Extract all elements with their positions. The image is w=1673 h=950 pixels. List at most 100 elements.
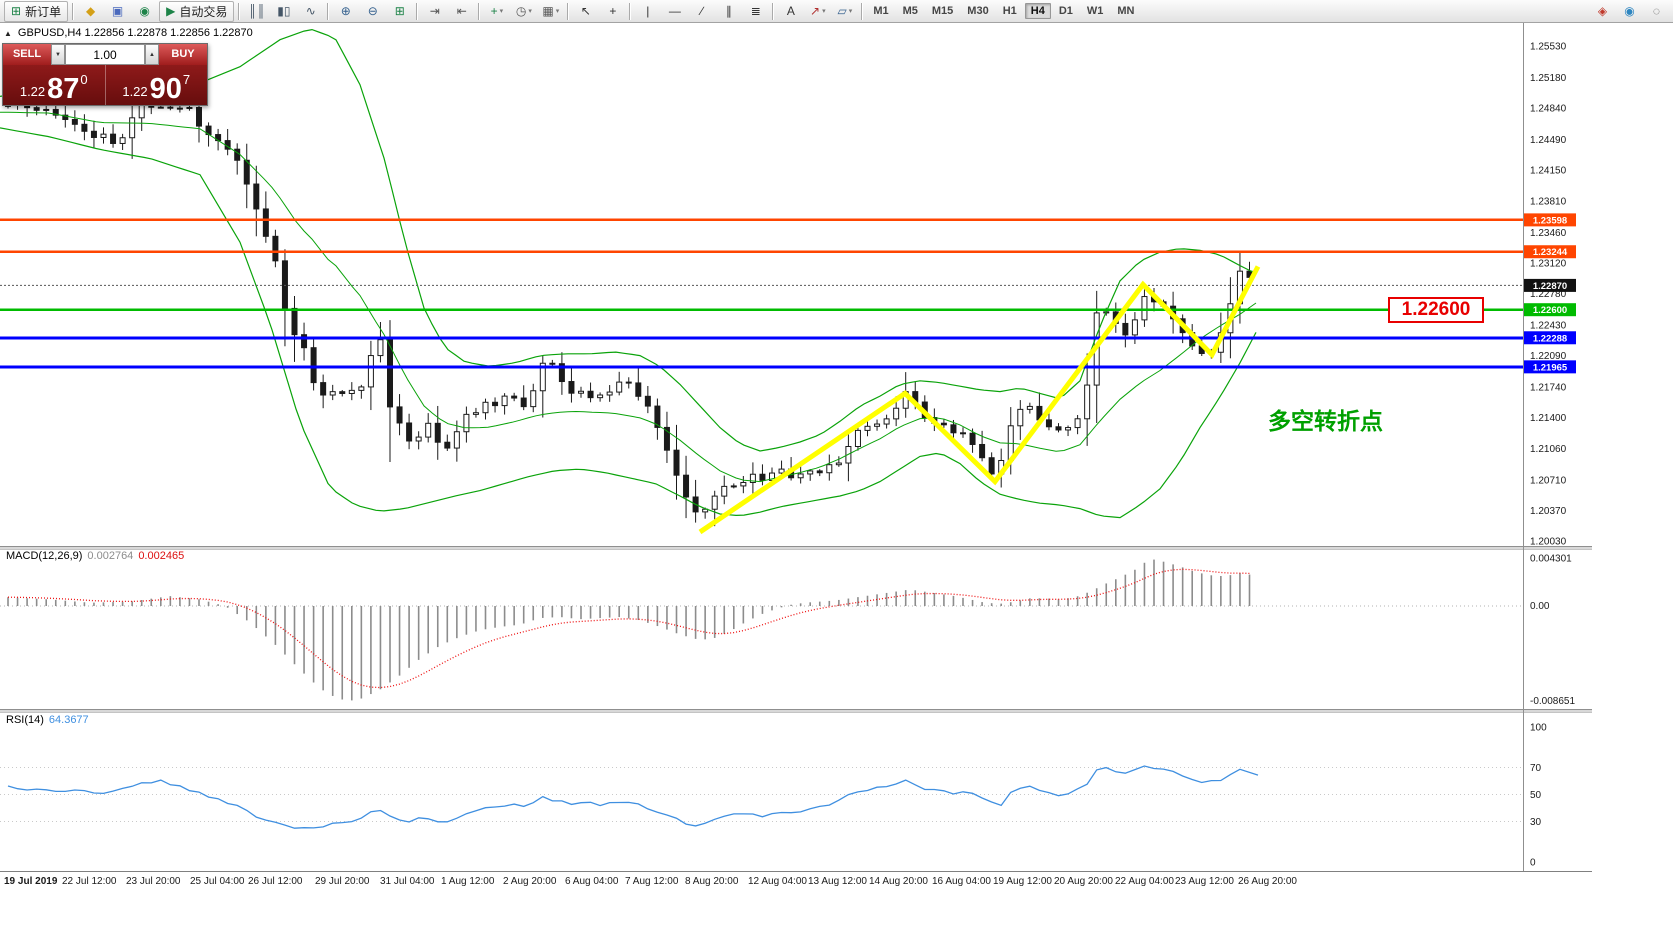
macd-main-value: 0.002764 — [87, 550, 134, 562]
turning-point-annotation[interactable]: 多空转折点 — [1268, 408, 1383, 434]
crosshair-icon: + — [609, 4, 617, 18]
timeframe-w1-button[interactable]: W1 — [1086, 5, 1104, 17]
chart-shift-button[interactable]: ⇤ — [449, 1, 474, 22]
channel-button[interactable]: ∥ — [716, 1, 741, 22]
toolbar-separator — [327, 2, 330, 20]
periods-button[interactable]: ◷ ▾ — [511, 1, 536, 22]
svg-text:1.24150: 1.24150 — [1530, 166, 1567, 177]
horizontal-line-button[interactable]: — — [662, 1, 687, 22]
timeframe-m15-button[interactable]: M15 — [931, 5, 954, 17]
svg-text:7 Aug 12:00: 7 Aug 12:00 — [625, 876, 679, 887]
svg-text:6 Aug 04:00: 6 Aug 04:00 — [565, 876, 619, 887]
timeframe-m30-button[interactable]: M30 — [967, 5, 989, 17]
svg-text:1.25530: 1.25530 — [1530, 42, 1567, 53]
template-icon: ▦ — [542, 4, 554, 18]
svg-text:22 Aug 04:00: 22 Aug 04:00 — [1115, 876, 1174, 887]
chevron-down-icon: ▾ — [822, 8, 826, 15]
macd-signal-value: 0.002465 — [138, 550, 185, 562]
trendline-icon: ∕ — [700, 4, 703, 18]
svg-text:70: 70 — [1530, 763, 1542, 774]
new-order-button[interactable]: ⊞ 新订单 — [4, 0, 69, 22]
templates-button[interactable]: ▦ ▾ — [538, 1, 563, 22]
clock-icon: ◷ — [515, 4, 527, 18]
vertical-line-button[interactable]: | — [635, 1, 660, 22]
candles-layer — [5, 90, 1253, 527]
text-icon: A — [786, 4, 795, 18]
trade-panel-controls: SELL ▼ ▲ BUY — [3, 44, 207, 65]
sell-price[interactable]: 1.22 87 0 — [3, 65, 105, 105]
zoom-in-button[interactable]: ⊕ — [333, 1, 358, 22]
text-button[interactable]: A — [778, 1, 803, 22]
svg-text:1.21965: 1.21965 — [1533, 362, 1568, 373]
arrows-button[interactable]: ↗ ▾ — [805, 1, 830, 22]
community-button[interactable]: ◉ — [1617, 1, 1642, 22]
timeframe-mn-button[interactable]: MN — [1117, 5, 1135, 17]
news-button[interactable]: ◈ — [1590, 1, 1615, 22]
tile-windows-button[interactable]: ⊞ — [387, 1, 412, 22]
volume-input[interactable] — [65, 44, 145, 65]
svg-text:1.20710: 1.20710 — [1530, 475, 1567, 486]
timeframe-h1-button[interactable]: H1 — [1002, 5, 1017, 17]
volume-up-button[interactable]: ▲ — [145, 44, 159, 65]
timeframe-h4-button[interactable]: H4 — [1024, 3, 1051, 19]
price-annotation-box[interactable]: 1.22600 — [1388, 297, 1484, 323]
search-icon: ◌ — [1652, 4, 1661, 18]
svg-text:2 Aug 20:00: 2 Aug 20:00 — [503, 876, 557, 887]
panel-dividers[interactable] — [0, 23, 1592, 872]
symbol-line: ▲ GBPUSD,H4 1.22856 1.22878 1.22856 1.22… — [4, 27, 253, 39]
buy-price[interactable]: 1.22 90 7 — [104, 65, 208, 105]
svg-text:1.23120: 1.23120 — [1530, 258, 1567, 269]
volume-down-button[interactable]: ▼ — [51, 44, 65, 65]
terminal-icon: ▣ — [111, 4, 124, 18]
svg-text:1.20030: 1.20030 — [1530, 537, 1567, 548]
vertical-line-icon: | — [646, 4, 650, 18]
svg-text:1.22780: 1.22780 — [1530, 289, 1567, 300]
strategy-tester-button[interactable]: ◉ — [132, 1, 157, 22]
collapse-panel-icon[interactable]: ▲ — [4, 28, 12, 38]
timeframe-m5-button[interactable]: M5 — [902, 5, 918, 17]
timeframe-m1-button[interactable]: M1 — [873, 5, 889, 17]
auto-trading-button[interactable]: ▶ 自动交易 — [159, 0, 235, 22]
fibonacci-button[interactable]: ≣ — [743, 1, 768, 22]
svg-text:1.23598: 1.23598 — [1533, 215, 1567, 226]
auto-scroll-button[interactable]: ⇥ — [422, 1, 447, 22]
trendline-button[interactable]: ∕ — [689, 1, 714, 22]
sell-price-prefix: 1.22 — [19, 84, 46, 99]
line-chart-button[interactable]: ∿ — [298, 1, 323, 22]
svg-text:0: 0 — [1530, 858, 1536, 869]
support-resistance-lines[interactable] — [0, 218, 1523, 369]
zoom-out-button[interactable]: ⊖ — [360, 1, 385, 22]
chevron-down-icon: ▾ — [848, 8, 853, 15]
indicators-button[interactable]: + ▾ — [484, 1, 509, 22]
play-icon: ▶ — [166, 4, 176, 18]
candlestick-chart-button[interactable]: ▮▯ — [271, 1, 296, 22]
chart-shift-icon: ⇤ — [456, 4, 467, 18]
cursor-button[interactable]: ↖ — [573, 1, 598, 22]
crosshair-button[interactable]: + — [600, 1, 625, 22]
svg-text:19 Jul 2019: 19 Jul 2019 — [4, 876, 58, 887]
toolbar-separator — [478, 2, 481, 20]
timeframe-d1-button[interactable]: D1 — [1058, 5, 1073, 17]
trade-panel-prices: 1.22 87 0 1.22 90 7 — [3, 65, 207, 105]
sell-button[interactable]: SELL — [3, 44, 51, 65]
bar-chart-button[interactable]: ║║ — [244, 1, 269, 22]
shapes-button[interactable]: ▱ ▾ — [832, 1, 857, 22]
time-axis[interactable]: 19 Jul 2019 22 Jul 12:00 23 Jul 20:00 25 Ju… — [4, 876, 1297, 887]
svg-text:23 Jul 20:00: 23 Jul 20:00 — [126, 876, 181, 887]
toolbar-separator — [861, 2, 864, 20]
svg-text:1.21060: 1.21060 — [1530, 444, 1567, 455]
zigzag-annotation[interactable] — [698, 265, 1261, 535]
toolbar-separator — [238, 2, 241, 20]
toolbar-separator — [629, 2, 632, 20]
symbol-ohlc-label: GBPUSD,H4 1.22856 1.22878 1.22856 1.2287… — [17, 27, 253, 39]
shapes-icon: ▱ — [837, 4, 847, 18]
rsi-panel: 100 70 50 30 0 — [0, 723, 1547, 869]
buy-button[interactable]: BUY — [159, 44, 207, 65]
search-button[interactable]: ◌ — [1644, 1, 1669, 22]
terminal-button[interactable]: ▣ — [105, 1, 130, 22]
favorites-button[interactable]: ◆ — [78, 1, 103, 22]
cursor-icon: ↖ — [580, 4, 591, 18]
macd-name: MACD(12,26,9) — [6, 550, 83, 562]
